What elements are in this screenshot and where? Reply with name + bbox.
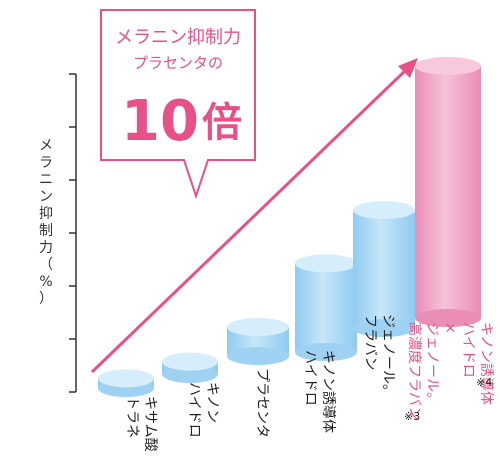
bar-base: [353, 319, 415, 337]
bar-top: [353, 201, 415, 220]
bar-1: [162, 352, 218, 383]
bar-top: [98, 369, 154, 388]
bar-3: [295, 254, 357, 361]
category-label-5: 高濃度フラバン ジェノール。 × ハイドロ キノン誘導体: [406, 322, 494, 421]
category-label-0: トラネ キサム酸: [124, 396, 158, 452]
callout-line1: メラニン抑制力: [115, 27, 241, 48]
bar-4: [353, 201, 415, 337]
bars: [98, 57, 481, 397]
bar-base: [162, 365, 218, 383]
callout-bubble: [100, 9, 256, 200]
y-axis: [69, 73, 77, 393]
callout-big-number: 10: [121, 89, 199, 154]
bar-base: [227, 347, 289, 365]
callout: メラニン抑制力 プラセンタの 10 倍: [100, 9, 256, 200]
y-axis-label: メラニン抑制力（%）: [39, 138, 53, 307]
callout-suffix: 倍: [202, 100, 242, 146]
callout-line2: プラセンタの: [133, 54, 223, 72]
category-label-2: プラセンタ: [254, 368, 270, 438]
bar-top: [162, 352, 218, 371]
bar-base: [295, 343, 357, 361]
bar-5: [415, 57, 481, 327]
bar-top: [227, 318, 289, 336]
category-label-1: ハイドロ キノン: [186, 382, 220, 438]
bar-body: [415, 66, 481, 318]
bar-top: [295, 254, 357, 273]
footnote-mark-0: ※4: [476, 376, 492, 389]
category-label-3: ハイドロ キノン誘導体: [302, 350, 336, 433]
bar-body: [353, 210, 415, 328]
trend-arrow-line: [90, 66, 410, 374]
bar-0: [98, 369, 154, 397]
category-label-4: フラバン ジェノール。: [362, 314, 396, 398]
bar-2: [227, 318, 289, 365]
bar-body: [295, 263, 357, 352]
footnote-mark-1: ※3: [404, 410, 420, 423]
bar-base: [415, 309, 481, 327]
bar-top: [415, 57, 481, 75]
trend-arrow-head: [398, 58, 418, 78]
